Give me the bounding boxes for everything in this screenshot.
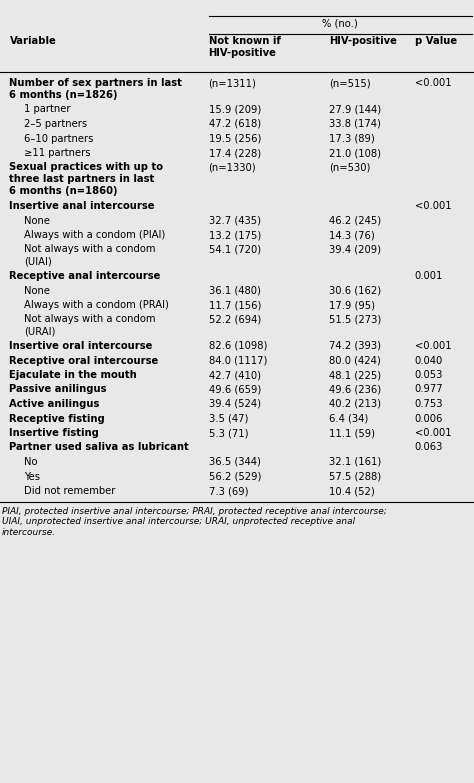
Text: 84.0 (1117): 84.0 (1117) <box>209 355 267 366</box>
Text: 17.4 (228): 17.4 (228) <box>209 148 261 158</box>
Text: Receptive oral intercourse: Receptive oral intercourse <box>9 355 159 366</box>
Text: 54.1 (720): 54.1 (720) <box>209 244 261 254</box>
Text: <0.001: <0.001 <box>415 78 451 88</box>
Text: 10.4 (52): 10.4 (52) <box>329 486 375 496</box>
Text: (n=1311): (n=1311) <box>209 78 256 88</box>
Text: Receptive anal intercourse: Receptive anal intercourse <box>9 271 161 281</box>
Text: Not always with a condom
(UIAI): Not always with a condom (UIAI) <box>24 244 155 266</box>
Text: Number of sex partners in last
6 months (n=1826): Number of sex partners in last 6 months … <box>9 78 182 100</box>
Text: 0.001: 0.001 <box>415 271 443 281</box>
Text: Insertive anal intercourse: Insertive anal intercourse <box>9 201 155 211</box>
Text: (n=515): (n=515) <box>329 78 371 88</box>
Text: 30.6 (162): 30.6 (162) <box>329 286 382 295</box>
Text: 56.2 (529): 56.2 (529) <box>209 471 261 482</box>
Text: 42.7 (410): 42.7 (410) <box>209 370 261 380</box>
Text: 7.3 (69): 7.3 (69) <box>209 486 248 496</box>
Text: 36.1 (480): 36.1 (480) <box>209 286 260 295</box>
Text: ≥11 partners: ≥11 partners <box>24 148 90 158</box>
Text: Variable: Variable <box>9 36 56 46</box>
Text: Did not remember: Did not remember <box>24 486 115 496</box>
Text: 39.4 (524): 39.4 (524) <box>209 399 261 409</box>
Text: (n=1330): (n=1330) <box>209 163 256 172</box>
Text: Yes: Yes <box>24 471 40 482</box>
Text: 2–5 partners: 2–5 partners <box>24 119 87 129</box>
Text: 36.5 (344): 36.5 (344) <box>209 457 260 467</box>
Text: 17.3 (89): 17.3 (89) <box>329 133 375 143</box>
Text: 21.0 (108): 21.0 (108) <box>329 148 382 158</box>
Text: 32.1 (161): 32.1 (161) <box>329 457 382 467</box>
Text: 80.0 (424): 80.0 (424) <box>329 355 381 366</box>
Text: 15.9 (209): 15.9 (209) <box>209 104 261 114</box>
Text: 49.6 (659): 49.6 (659) <box>209 384 261 395</box>
Text: 33.8 (174): 33.8 (174) <box>329 119 381 129</box>
Text: Ejaculate in the mouth: Ejaculate in the mouth <box>9 370 137 380</box>
Text: HIV-positive: HIV-positive <box>329 36 397 46</box>
Text: None: None <box>24 215 50 226</box>
Text: 46.2 (245): 46.2 (245) <box>329 215 382 226</box>
Text: 74.2 (393): 74.2 (393) <box>329 341 382 351</box>
Text: 49.6 (236): 49.6 (236) <box>329 384 382 395</box>
Text: 6–10 partners: 6–10 partners <box>24 133 93 143</box>
Text: 19.5 (256): 19.5 (256) <box>209 133 261 143</box>
Text: 0.006: 0.006 <box>415 413 443 424</box>
Text: 32.7 (435): 32.7 (435) <box>209 215 261 226</box>
Text: 40.2 (213): 40.2 (213) <box>329 399 382 409</box>
Text: <0.001: <0.001 <box>415 341 451 351</box>
Text: Partner used saliva as lubricant: Partner used saliva as lubricant <box>9 442 189 453</box>
Text: Passive anilingus: Passive anilingus <box>9 384 107 395</box>
Text: Not always with a condom
(URAI): Not always with a condom (URAI) <box>24 315 155 337</box>
Text: Active anilingus: Active anilingus <box>9 399 100 409</box>
Text: 27.9 (144): 27.9 (144) <box>329 104 382 114</box>
Text: 51.5 (273): 51.5 (273) <box>329 315 382 324</box>
Text: 1 partner: 1 partner <box>24 104 70 114</box>
Text: 0.753: 0.753 <box>415 399 443 409</box>
Text: None: None <box>24 286 50 295</box>
Text: 0.053: 0.053 <box>415 370 443 380</box>
Text: 17.9 (95): 17.9 (95) <box>329 300 375 310</box>
Text: 39.4 (209): 39.4 (209) <box>329 244 382 254</box>
Text: 0.977: 0.977 <box>415 384 443 395</box>
Text: 11.7 (156): 11.7 (156) <box>209 300 261 310</box>
Text: 48.1 (225): 48.1 (225) <box>329 370 382 380</box>
Text: p Value: p Value <box>415 36 457 46</box>
Text: No: No <box>24 457 37 467</box>
Text: Not known if
HIV-positive: Not known if HIV-positive <box>209 36 281 58</box>
Text: Always with a condom (PRAI): Always with a condom (PRAI) <box>24 300 169 310</box>
Text: 5.3 (71): 5.3 (71) <box>209 428 248 438</box>
Text: 82.6 (1098): 82.6 (1098) <box>209 341 267 351</box>
Text: Insertive fisting: Insertive fisting <box>9 428 100 438</box>
Text: <0.001: <0.001 <box>415 428 451 438</box>
Text: 3.5 (47): 3.5 (47) <box>209 413 248 424</box>
Text: Sexual practices with up to
three last partners in last
6 months (n=1860): Sexual practices with up to three last p… <box>9 163 164 197</box>
Text: Insertive oral intercourse: Insertive oral intercourse <box>9 341 153 351</box>
Text: Always with a condom (PIAI): Always with a condom (PIAI) <box>24 230 165 240</box>
Text: 0.063: 0.063 <box>415 442 443 453</box>
Text: 57.5 (288): 57.5 (288) <box>329 471 382 482</box>
Text: 52.2 (694): 52.2 (694) <box>209 315 261 324</box>
Text: (n=530): (n=530) <box>329 163 371 172</box>
Text: 0.040: 0.040 <box>415 355 443 366</box>
Text: 11.1 (59): 11.1 (59) <box>329 428 375 438</box>
Text: 6.4 (34): 6.4 (34) <box>329 413 369 424</box>
Text: PIAI, protected insertive anal intercourse; PRAI, protected receptive anal inter: PIAI, protected insertive anal intercour… <box>2 507 387 537</box>
Text: <0.001: <0.001 <box>415 201 451 211</box>
Text: 13.2 (175): 13.2 (175) <box>209 230 261 240</box>
Text: 14.3 (76): 14.3 (76) <box>329 230 375 240</box>
Text: Receptive fisting: Receptive fisting <box>9 413 105 424</box>
Text: 47.2 (618): 47.2 (618) <box>209 119 261 129</box>
Text: % (no.): % (no.) <box>322 18 358 28</box>
